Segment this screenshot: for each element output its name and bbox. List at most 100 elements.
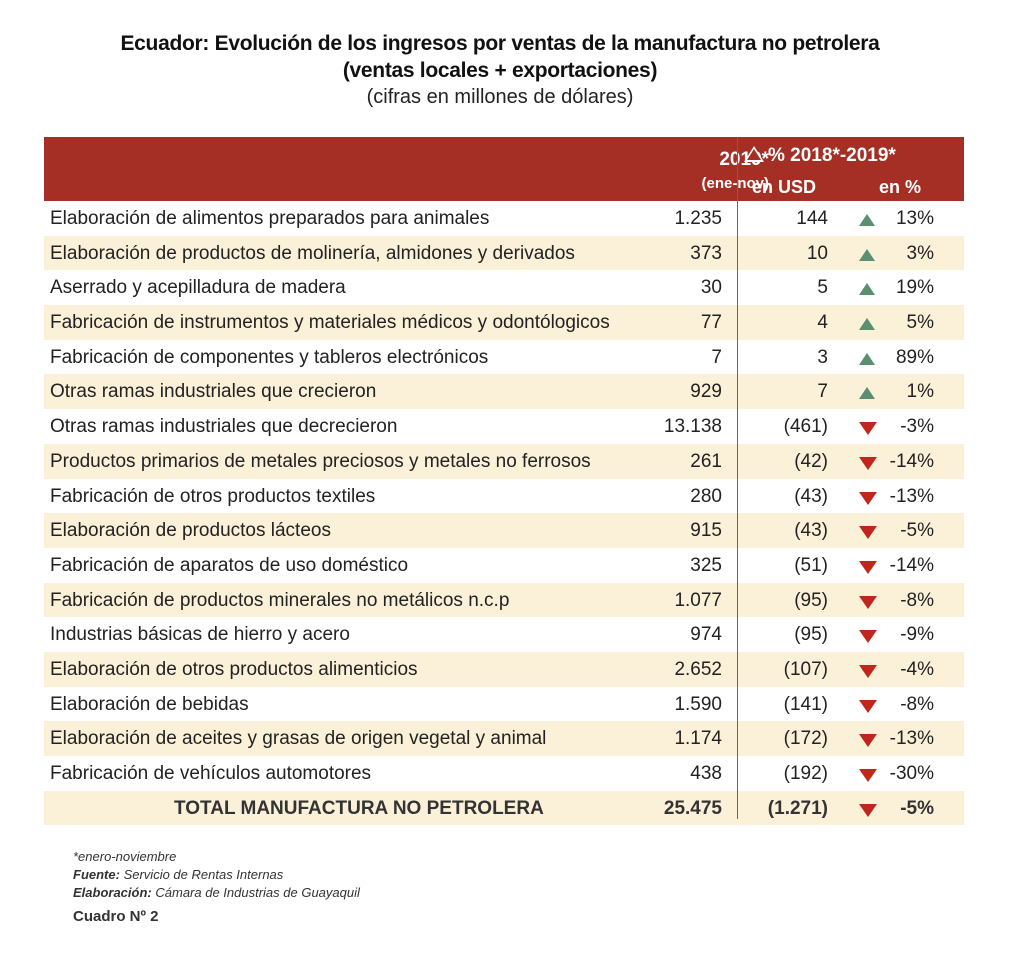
row-change-usd: (461) (783, 416, 828, 438)
row-name: TOTAL MANUFACTURA NO PETROLERA (174, 797, 544, 819)
row-change-usd: (43) (794, 520, 828, 542)
row-value-2019: 325 (690, 554, 722, 576)
row-change-pct: -9% (900, 624, 934, 646)
row-change-usd: 7 (817, 381, 828, 403)
row-change-pct: 89% (895, 346, 934, 368)
table-caption: Cuadro Nº 2 (73, 908, 159, 925)
triangle-down-icon (859, 491, 877, 505)
triangle-up-icon (859, 283, 875, 296)
row-value-2019: 25.475 (663, 797, 722, 819)
row-value-2019: 13.138 (663, 416, 722, 438)
row-change-usd: 5 (817, 277, 828, 299)
row-value-2019: 915 (690, 520, 722, 542)
table-row: Elaboración de alimentos preparados para… (44, 201, 964, 236)
row-change-usd: 3 (817, 346, 828, 368)
data-table: 2019* (ene-nov) % 2018*-2019* en USD en … (44, 137, 964, 826)
title-block: Ecuador: Evolución de los ingresos por v… (0, 30, 1000, 110)
header-2019-sub: (ene-nov) (701, 175, 770, 192)
header-delta: % 2018*-2019* (744, 145, 896, 167)
triangle-down-icon (859, 664, 877, 678)
row-name: Productos primarios de metales preciosos… (50, 450, 591, 472)
row-name: Elaboración de productos lácteos (50, 520, 331, 542)
row-change-pct: -5% (900, 520, 934, 542)
row-value-2019: 929 (690, 381, 722, 403)
row-name: Elaboración de aceites y grasas de orige… (50, 728, 547, 750)
triangle-up-icon (859, 387, 875, 400)
row-change-usd: (95) (794, 624, 828, 646)
row-name: Fabricación de instrumentos y materiales… (50, 312, 610, 334)
row-name: Elaboración de alimentos preparados para… (50, 208, 490, 229)
triangle-down-icon (859, 595, 877, 609)
row-value-2019: 77 (700, 312, 722, 334)
row-change-pct: 1% (906, 381, 934, 403)
row-name: Elaboración de bebidas (50, 693, 249, 715)
triangle-up-icon (859, 352, 875, 365)
table-row: Elaboración de productos de molinería, a… (44, 235, 964, 271)
table-row: Fabricación de instrumentos y materiales… (44, 305, 964, 340)
row-name: Fabricación de otros productos textiles (50, 485, 376, 507)
row-value-2019: 438 (690, 763, 722, 784)
total-row: TOTAL MANUFACTURA NO PETROLERA 25.475 (1.2… (44, 790, 964, 826)
footnote: *enero-noviembre (73, 849, 177, 864)
triangle-down-icon (859, 526, 877, 540)
table-row: Otras ramas industriales que decrecieron… (44, 409, 964, 444)
header-usd: en USD (752, 177, 817, 197)
table-row: Fabricación de vehículos automotores 438 (… (44, 756, 964, 791)
triangle-down-icon (859, 456, 877, 470)
header-delta-label: % 2018*-2019* (768, 145, 896, 166)
title-subtitle: (ventas locales + exportaciones) (342, 59, 658, 82)
table-header: 2019* (ene-nov) % 2018*-2019* en USD en … (44, 137, 964, 201)
triangle-down-icon (859, 630, 877, 644)
row-change-pct: -14% (889, 554, 934, 576)
row-change-usd: 144 (796, 208, 828, 229)
row-change-pct: -14% (889, 450, 934, 472)
triangle-down-icon (859, 699, 877, 713)
row-name: Elaboración de otros productos alimentic… (50, 658, 418, 680)
triangle-down-icon (859, 422, 877, 436)
row-change-usd: (172) (783, 728, 828, 750)
table-row: Elaboración de aceites y grasas de orige… (44, 721, 964, 756)
row-name: Otras ramas industriales que decrecieron (50, 416, 398, 438)
row-value-2019: 280 (690, 485, 722, 507)
row-value-2019: 373 (690, 242, 722, 264)
row-change-pct: 5% (906, 312, 934, 334)
table-row: Elaboración de bebidas 1.590 (141) -8% (44, 687, 964, 722)
row-change-pct: 3% (906, 242, 934, 264)
row-change-pct: -13% (889, 485, 934, 507)
row-change-pct: -8% (900, 589, 934, 611)
row-change-usd: (43) (794, 485, 828, 507)
row-change-usd: (42) (794, 450, 828, 472)
elaboration-label: Elaboración: (73, 885, 152, 900)
row-change-pct: -3% (900, 416, 934, 438)
table-body: Elaboración de alimentos preparados para… (44, 201, 964, 826)
row-value-2019: 974 (690, 624, 722, 646)
row-value-2019: 30 (700, 277, 722, 299)
elaboration-text: Cámara de Industrias de Guayaquil (155, 885, 360, 900)
table-row: Aserrado y acepilladura de madera 30 5 19% (44, 270, 964, 305)
table-row: Industrias básicas de hierro y acero 974 (… (44, 617, 964, 652)
row-value-2019: 1.174 (674, 728, 722, 750)
row-value-2019: 1.077 (674, 589, 722, 611)
title-units: (cifras en millones de dólares) (366, 86, 634, 108)
triangle-up-icon (859, 318, 875, 331)
row-name: Otras ramas industriales que crecieron (50, 381, 377, 403)
row-change-usd: 10 (806, 242, 828, 264)
source-line: Fuente: Servicio de Rentas Internas (73, 866, 283, 884)
row-value-2019: 261 (690, 450, 722, 472)
row-name: Aserrado y acepilladura de madera (50, 277, 346, 299)
table-row: Fabricación de productos minerales no me… (44, 582, 964, 618)
row-change-pct: -13% (889, 728, 934, 750)
row-change-pct: -4% (900, 658, 934, 680)
row-value-2019: 7 (711, 346, 722, 368)
delta-icon (744, 146, 764, 162)
row-change-usd: 4 (817, 312, 828, 334)
row-change-usd: (107) (783, 658, 828, 680)
row-change-usd: (1.271) (767, 797, 828, 819)
row-change-usd: (95) (794, 589, 828, 611)
row-value-2019: 2.652 (674, 658, 722, 680)
elaboration-line: Elaboración: Cámara de Industrias de Gua… (73, 884, 360, 902)
triangle-up-icon (859, 248, 875, 261)
row-value-2019: 1.590 (674, 693, 722, 715)
source-label: Fuente: (73, 867, 120, 882)
source-text: Servicio de Rentas Internas (123, 867, 284, 882)
